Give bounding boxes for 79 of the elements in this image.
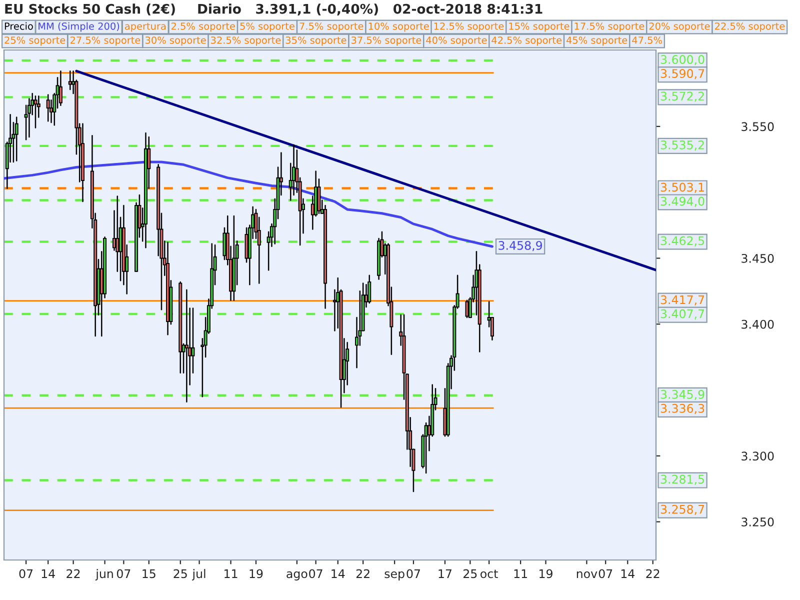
text: Precio — [4, 22, 33, 30]
candlestick — [184, 289, 188, 402]
text: 42.5% soporte — [492, 36, 562, 46]
x-tick-label: 22 — [646, 569, 660, 578]
candlestick — [368, 274, 372, 304]
y-tick-label: 3.450 — [742, 254, 774, 263]
data-label: 3.458,9 — [498, 240, 542, 252]
x-tick-label: 07 — [19, 569, 33, 578]
ref-line-label: 3.572,2 — [660, 92, 704, 102]
x-tick-label: 19 — [540, 569, 552, 578]
x-tick-label: 11 — [514, 569, 527, 578]
candlestick — [34, 96, 38, 128]
x-tick-label: sep — [384, 571, 404, 580]
text: 45% soporte — [566, 36, 628, 46]
ref-line-label: 3.336,3 — [660, 404, 704, 414]
y-tick-label: 3.250 — [742, 518, 774, 526]
x-tick-label: 25 — [464, 569, 477, 578]
x-tick-label: 07 — [309, 569, 322, 578]
ref-line-label: 3.590,7 — [660, 69, 704, 80]
x-tick-label: 17 — [438, 569, 452, 578]
ref-line-label: 3.535,2 — [660, 140, 704, 151]
text: 17.5% soporte — [574, 22, 644, 32]
text: 47.5% — [632, 36, 662, 44]
text: apertura — [124, 22, 166, 32]
chart-subtitle: Diario 3.391,1 (-0,40%) 02-oct-2018 8:41:31 — [198, 4, 542, 16]
candlestick — [46, 94, 50, 122]
ref-line-label: 3.494,0 — [660, 196, 704, 207]
ref-line-label: 3.417,7 — [660, 295, 704, 306]
text: 15% soporte — [509, 22, 570, 32]
x-tick-label: 14 — [332, 569, 345, 578]
text: 12.5% soporte — [434, 22, 504, 32]
ref-line-label: 3.600,0 — [660, 55, 704, 66]
x-tick-label: 22 — [66, 569, 80, 578]
x-tick-label: nov — [576, 571, 598, 578]
text: 40% soporte — [426, 36, 487, 46]
text: 37.5% soporte — [351, 36, 422, 46]
candlestick — [191, 308, 195, 374]
x-tick-label: oct — [480, 570, 498, 578]
candlestick — [222, 227, 226, 260]
x-tick-label: 07 — [598, 569, 612, 578]
x-tick-label: 25 — [174, 569, 187, 578]
ref-line-label: 3.462,5 — [660, 236, 704, 246]
x-tick-label: ago — [286, 571, 308, 580]
x-tick-label: 14 — [621, 569, 634, 578]
chart-title: EU Stocks 50 Cash (2€) — [5, 4, 175, 16]
candlestick — [14, 116, 18, 162]
text: 25% soporte — [4, 36, 66, 46]
x-tick-label: jul — [192, 569, 206, 580]
x-tick-label: 14 — [42, 569, 55, 578]
x-tick-label: 07 — [406, 569, 420, 578]
text: 20% soporte — [649, 22, 710, 32]
text: 22.5% soporte — [714, 22, 785, 32]
ref-line-label: 3.407,7 — [660, 309, 704, 320]
y-tick-label: 3.400 — [742, 320, 774, 329]
text: 30% soporte — [145, 36, 206, 46]
ref-line-label: 3.281,5 — [660, 474, 704, 485]
ref-line-label: 3.503,1 — [660, 182, 704, 193]
x-tick-label: jun — [95, 569, 113, 580]
text: 5% soporte — [240, 22, 294, 32]
text: 32.5% soporte — [210, 36, 281, 46]
x-tick-label: 15 — [142, 569, 156, 578]
text: 2.5% soporte — [171, 22, 235, 32]
candlestick — [317, 178, 321, 214]
x-tick-label: 11 — [224, 569, 238, 578]
text: 27.5% soporte — [70, 36, 140, 46]
x-tick-label: 19 — [250, 569, 263, 578]
text: 35% soporte — [286, 36, 346, 46]
ref-line-label: 3.258,7 — [660, 504, 704, 515]
x-tick-label: 22 — [356, 569, 370, 578]
candlestick — [116, 196, 120, 272]
y-tick-label: 3.300 — [742, 452, 774, 461]
text: 10% soporte — [368, 22, 429, 32]
x-tick-label: 07 — [116, 569, 130, 578]
ref-line-label: 3.345,9 — [660, 390, 704, 400]
y-tick-label: 3.550 — [742, 122, 774, 132]
text: 7.5% soporte — [300, 22, 364, 32]
text: MM (Simple 200) — [38, 22, 120, 32]
line-series — [4, 160, 494, 248]
candlestick — [58, 70, 62, 106]
